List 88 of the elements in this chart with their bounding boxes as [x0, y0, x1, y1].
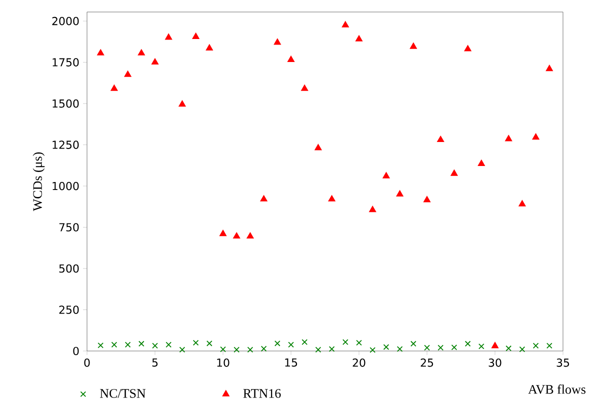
- point: [396, 190, 404, 196]
- y-tick-label: 1500: [52, 99, 79, 108]
- point: [274, 340, 280, 346]
- x-tick-label: 15: [285, 358, 298, 367]
- legend-label: NC/TSN: [100, 389, 146, 398]
- point: [532, 133, 540, 140]
- point: [179, 346, 186, 353]
- point: [328, 346, 335, 352]
- point: [111, 342, 118, 348]
- point: [464, 340, 471, 347]
- point: [206, 340, 212, 346]
- point: [464, 45, 472, 52]
- point: [152, 58, 158, 65]
- point: [220, 230, 226, 236]
- point: [478, 160, 485, 166]
- legend-label: RTN16: [243, 389, 281, 398]
- point: [206, 44, 213, 50]
- point: [451, 344, 458, 350]
- point: [260, 195, 268, 202]
- point: [178, 100, 186, 107]
- x-tick-label: 10: [217, 358, 230, 367]
- point: [519, 346, 526, 352]
- point: [110, 84, 118, 91]
- point: [247, 346, 254, 353]
- point: [356, 340, 362, 346]
- point: [315, 346, 322, 353]
- point: [274, 38, 281, 45]
- x-tick-label: 35: [556, 358, 570, 367]
- point: [396, 346, 403, 352]
- point: [328, 195, 336, 202]
- point: [288, 342, 294, 348]
- point: [302, 339, 308, 345]
- x-tick-label: 30: [488, 358, 502, 367]
- point: [220, 346, 226, 352]
- point: [438, 344, 444, 351]
- point: [383, 344, 390, 350]
- point: [546, 342, 552, 349]
- x-tick-label: 5: [152, 358, 158, 367]
- point: [97, 49, 104, 56]
- point: [370, 347, 376, 353]
- point: [424, 196, 430, 202]
- y-tick-label: 500: [59, 264, 79, 273]
- point: [518, 200, 526, 206]
- point: [505, 135, 512, 142]
- point: [369, 206, 376, 212]
- point: [410, 340, 416, 347]
- point: [98, 342, 104, 348]
- y-axis-title: WCDs (μs): [32, 152, 45, 212]
- point: [165, 34, 172, 40]
- y-tick-label: 1250: [52, 140, 79, 149]
- point: [234, 346, 240, 353]
- point: [260, 346, 267, 352]
- x-tick-label: 20: [352, 358, 366, 367]
- point: [246, 232, 254, 239]
- y-tick-label: 250: [59, 306, 79, 314]
- point: [450, 170, 458, 176]
- y-tick-label: 1750: [52, 58, 79, 66]
- point: [166, 342, 172, 348]
- point: [382, 172, 390, 178]
- point: [410, 42, 417, 49]
- point: [138, 340, 144, 347]
- point: [192, 340, 199, 346]
- point: [424, 344, 430, 351]
- x-tick-label: 0: [84, 358, 90, 367]
- point: [546, 64, 553, 72]
- x-axis-title: AVB flows: [528, 384, 586, 394]
- point: [288, 56, 294, 62]
- point: [124, 342, 131, 348]
- point: [492, 342, 498, 348]
- point: [342, 339, 348, 345]
- y-tick-label: 2000: [52, 16, 79, 26]
- point: [233, 232, 240, 239]
- y-tick-label: 750: [59, 223, 79, 232]
- point: [192, 32, 200, 39]
- point: [437, 136, 444, 142]
- point: [314, 144, 322, 150]
- y-tick-label: 0: [73, 346, 79, 356]
- x-tick-label: 25: [420, 358, 434, 367]
- point: [532, 342, 539, 349]
- point: [301, 84, 308, 91]
- point: [124, 70, 132, 77]
- point: [152, 342, 158, 349]
- point: [342, 21, 349, 28]
- point: [138, 49, 145, 56]
- point: [478, 343, 484, 350]
- y-tick-label: 1000: [52, 182, 79, 190]
- point: [506, 345, 512, 352]
- point: [356, 35, 362, 42]
